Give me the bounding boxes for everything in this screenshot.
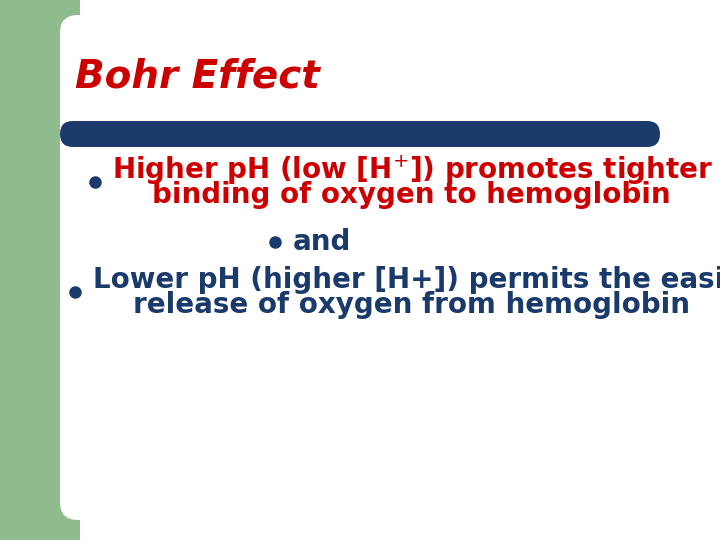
Bar xyxy=(0,0,80,540)
FancyBboxPatch shape xyxy=(60,15,715,520)
Text: Higher pH (low [H$^{+}$]) promotes tighter: Higher pH (low [H$^{+}$]) promotes tight… xyxy=(112,153,713,187)
Text: Lower pH (higher [H+]) permits the easier: Lower pH (higher [H+]) permits the easie… xyxy=(93,266,720,294)
FancyBboxPatch shape xyxy=(60,121,660,147)
Text: release of oxygen from hemoglobin: release of oxygen from hemoglobin xyxy=(133,291,690,319)
Text: and: and xyxy=(293,228,351,256)
Text: binding of oxygen to hemoglobin: binding of oxygen to hemoglobin xyxy=(152,181,670,209)
Text: Bohr Effect: Bohr Effect xyxy=(75,57,320,95)
